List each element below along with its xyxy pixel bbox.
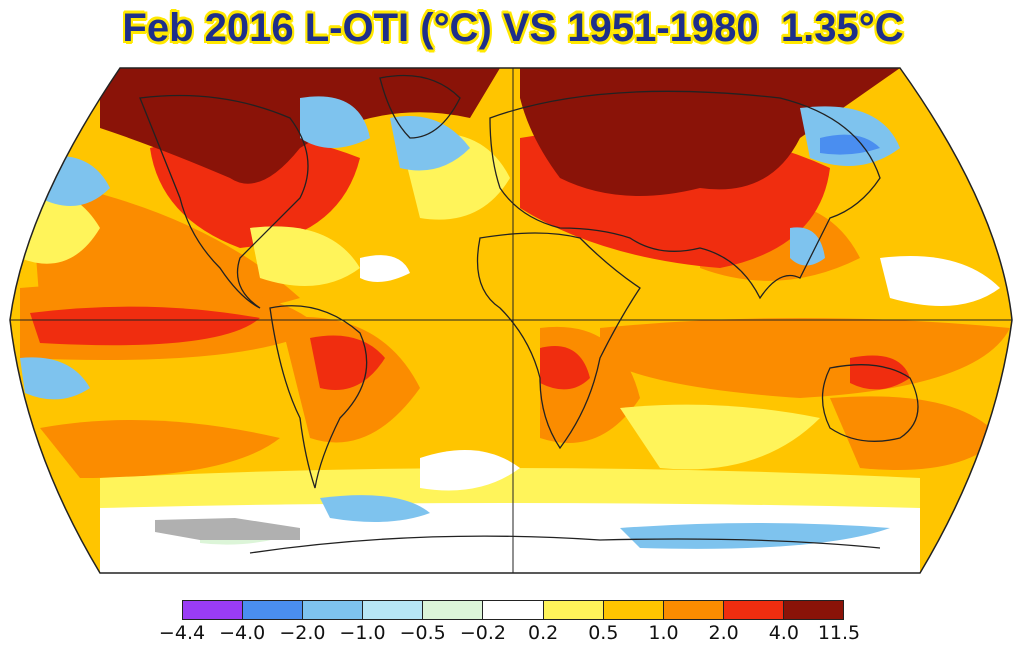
north-america-outline <box>139 94 309 309</box>
colorbar-swatch <box>603 601 664 619</box>
anomaly-region <box>300 96 370 148</box>
anomaly-region <box>850 355 910 390</box>
anomaly-region <box>620 404 820 470</box>
colorbar-swatch <box>663 601 724 619</box>
colorbar-tick-label: −1.0 <box>339 622 386 644</box>
anomaly-region <box>40 420 280 478</box>
colorbar-tick-label: 1.0 <box>648 622 679 644</box>
anomaly-region <box>360 255 410 282</box>
anomaly-region <box>830 396 1000 470</box>
anomaly-region <box>30 178 300 316</box>
antarctica-outline <box>249 535 881 554</box>
missing-data-region <box>155 518 300 540</box>
anomaly-region <box>790 227 825 266</box>
anomaly-region <box>20 357 90 400</box>
map-title: Feb 2016 L-OTI (°C) VS 1951-1980 1.35°C <box>122 6 904 50</box>
africa-outline <box>476 232 641 450</box>
anomaly-region <box>520 68 900 196</box>
colorbar-tick-label: −4.0 <box>219 622 266 644</box>
anomaly-region <box>390 116 470 171</box>
anomaly-region <box>320 495 430 522</box>
colorbar-swatch <box>423 601 484 619</box>
colorbar-tick-label: 0.5 <box>588 622 619 644</box>
colorbar-tick-label: −0.5 <box>399 622 446 644</box>
colorbar-tick-label: 0.2 <box>527 622 559 644</box>
colorbar-swatch <box>243 601 304 619</box>
south-america-outline <box>269 305 368 489</box>
eurasia-outline <box>489 90 881 300</box>
anomaly-region <box>540 346 590 390</box>
colorbar-swatch <box>303 601 364 619</box>
anomaly-region <box>620 523 890 549</box>
colorbar-tick-label: −0.2 <box>459 622 506 644</box>
colorbar-swatch <box>183 601 244 619</box>
colorbar-tick-labels: −4.4 −4.0 −2.0 −1.0 −0.5 −0.2 0.2 0.5 1.… <box>0 622 1026 646</box>
colorbar-swatch <box>363 601 424 619</box>
colorbar-tick-label: −4.4 <box>158 622 206 644</box>
anomaly-region <box>310 335 385 390</box>
colorbar-swatch <box>783 601 844 619</box>
anomaly-region <box>100 503 920 573</box>
map-border <box>9 67 1013 574</box>
anomaly-region <box>420 450 520 491</box>
anomaly-region <box>250 226 360 286</box>
colorbar-tick-label: −2.0 <box>279 622 326 644</box>
colorbar-swatch <box>543 601 604 619</box>
colorbar <box>182 600 844 620</box>
australia-outline <box>821 364 919 442</box>
colorbar-swatch <box>723 601 784 619</box>
anomaly-region <box>880 256 1000 306</box>
anomaly-region <box>30 306 260 346</box>
colorbar-tick-label: 4.0 <box>768 622 799 644</box>
temperature-anomaly-map <box>0 58 1026 583</box>
greenland-outline <box>379 74 461 139</box>
colorbar-tick-label: 2.0 <box>708 622 739 644</box>
colorbar-tick-label: 11.5 <box>817 622 861 644</box>
colorbar-swatch <box>483 601 544 619</box>
